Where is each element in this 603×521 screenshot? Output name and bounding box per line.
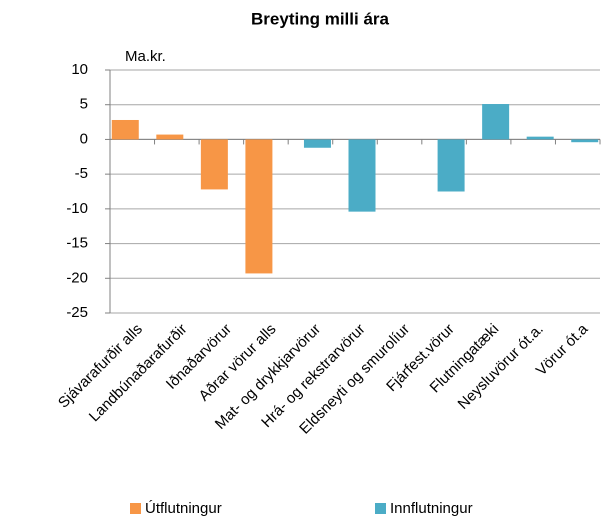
bar bbox=[200, 139, 228, 190]
bar bbox=[348, 139, 376, 212]
legend-swatch bbox=[130, 503, 141, 514]
bar bbox=[482, 104, 510, 140]
chart-title: Breyting milli ára bbox=[251, 9, 389, 28]
y-tick-label: -5 bbox=[75, 165, 88, 182]
y-tick-label: 0 bbox=[80, 130, 88, 147]
bar bbox=[571, 139, 599, 143]
y-tick-label: -25 bbox=[66, 304, 88, 321]
bar bbox=[156, 134, 184, 140]
y-tick-label: 5 bbox=[80, 96, 88, 113]
y-tick-label: -10 bbox=[66, 200, 88, 217]
y-tick-label: -15 bbox=[66, 235, 88, 252]
bar bbox=[526, 136, 554, 140]
legend-swatch bbox=[375, 503, 386, 514]
bar bbox=[303, 139, 331, 148]
legend-label: Útflutningur bbox=[145, 500, 222, 517]
bar bbox=[111, 119, 139, 140]
y-tick-label: -20 bbox=[66, 269, 88, 286]
legend-label: Innflutningur bbox=[390, 500, 473, 517]
bar bbox=[245, 139, 273, 274]
y-tick-label: 10 bbox=[71, 61, 88, 78]
x-tick-label: Aðrar vörur alls bbox=[196, 321, 280, 405]
y-axis-label: Ma.kr. bbox=[125, 48, 166, 65]
bar bbox=[437, 139, 465, 192]
